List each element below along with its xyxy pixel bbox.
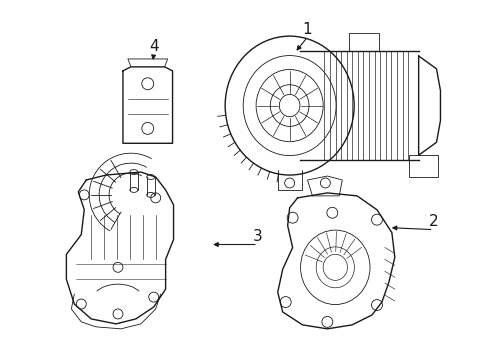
Bar xyxy=(408,155,438,177)
Text: 2: 2 xyxy=(428,214,437,229)
Text: 1: 1 xyxy=(302,22,312,37)
Text: 3: 3 xyxy=(252,229,262,244)
Text: 4: 4 xyxy=(148,39,158,54)
